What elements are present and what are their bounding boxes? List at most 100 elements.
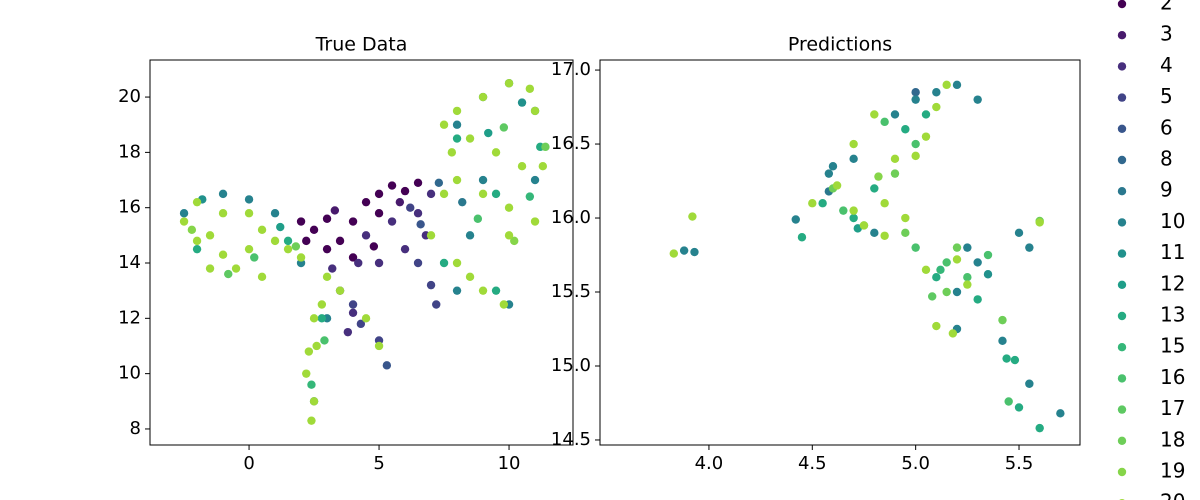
point bbox=[839, 206, 848, 215]
point bbox=[517, 98, 527, 107]
point bbox=[369, 242, 379, 251]
point bbox=[192, 244, 202, 254]
point bbox=[354, 258, 363, 268]
point bbox=[309, 225, 319, 235]
point bbox=[849, 206, 858, 215]
point bbox=[973, 258, 982, 267]
legend-label: 19 bbox=[1160, 459, 1185, 483]
y-tick-label: 10 bbox=[118, 363, 141, 384]
point bbox=[434, 178, 444, 188]
point bbox=[942, 80, 951, 90]
point bbox=[952, 255, 962, 264]
point bbox=[911, 151, 920, 161]
point bbox=[432, 300, 441, 309]
point bbox=[465, 134, 475, 143]
point bbox=[244, 244, 254, 254]
point bbox=[491, 189, 501, 199]
y-tick-label: 15.5 bbox=[551, 281, 591, 302]
point bbox=[465, 272, 475, 282]
point bbox=[192, 236, 202, 246]
y-tick-label: 8 bbox=[130, 418, 141, 439]
point bbox=[880, 199, 889, 208]
x-tick-label: 5 bbox=[373, 453, 384, 474]
point bbox=[218, 209, 228, 218]
point bbox=[361, 314, 371, 323]
axes-frame bbox=[149, 59, 574, 446]
point bbox=[374, 209, 384, 218]
y-tick-label: 14.5 bbox=[551, 429, 591, 450]
legend-marker bbox=[1117, 374, 1127, 383]
point bbox=[818, 199, 827, 208]
point bbox=[942, 258, 951, 267]
point bbox=[952, 243, 962, 252]
legend-marker bbox=[1117, 155, 1127, 165]
point bbox=[901, 213, 910, 223]
point bbox=[348, 300, 358, 309]
x-tick-label: 4.0 bbox=[695, 453, 724, 474]
point bbox=[291, 242, 301, 251]
point bbox=[382, 361, 392, 370]
point bbox=[257, 225, 267, 235]
point bbox=[963, 243, 972, 252]
legend-label: 12 bbox=[1160, 271, 1185, 295]
legend-label: 2 bbox=[1160, 0, 1173, 15]
point bbox=[296, 253, 306, 262]
point bbox=[525, 192, 535, 201]
point bbox=[791, 215, 800, 224]
legend-marker bbox=[1117, 280, 1127, 289]
point bbox=[517, 162, 527, 171]
point bbox=[465, 231, 475, 240]
point bbox=[356, 319, 366, 329]
point bbox=[283, 244, 293, 254]
point bbox=[525, 84, 535, 93]
legend-marker bbox=[1117, 0, 1127, 9]
point bbox=[452, 286, 462, 295]
point bbox=[439, 258, 449, 268]
point bbox=[302, 369, 311, 378]
legend-marker bbox=[1117, 187, 1127, 196]
point bbox=[304, 347, 314, 356]
point bbox=[808, 199, 817, 208]
point bbox=[296, 217, 306, 226]
legend-marker bbox=[1117, 124, 1127, 133]
point bbox=[478, 189, 488, 199]
point bbox=[244, 195, 254, 204]
point bbox=[348, 217, 358, 226]
point bbox=[452, 258, 462, 268]
point bbox=[400, 244, 410, 254]
point bbox=[452, 106, 462, 116]
point bbox=[1014, 403, 1024, 412]
point bbox=[320, 336, 329, 345]
point bbox=[312, 341, 321, 351]
point bbox=[936, 265, 945, 275]
legend-label: 13 bbox=[1160, 303, 1185, 327]
point bbox=[1035, 218, 1044, 227]
point bbox=[317, 300, 327, 309]
point bbox=[250, 253, 259, 262]
point bbox=[343, 327, 353, 337]
point bbox=[478, 92, 488, 102]
axes-frame bbox=[599, 59, 1081, 446]
point bbox=[484, 128, 493, 138]
legend-label: 8 bbox=[1160, 147, 1173, 171]
point bbox=[504, 231, 514, 240]
y-tick-label: 14 bbox=[118, 252, 141, 273]
point bbox=[452, 175, 462, 185]
point bbox=[205, 231, 215, 240]
point bbox=[932, 102, 941, 112]
legend-label: 15 bbox=[1160, 334, 1185, 358]
point bbox=[416, 220, 425, 229]
point bbox=[458, 197, 467, 207]
legend-marker bbox=[1117, 31, 1127, 40]
legend-marker bbox=[1117, 62, 1127, 71]
point bbox=[948, 329, 958, 338]
point bbox=[452, 120, 462, 129]
point bbox=[1014, 228, 1024, 238]
point bbox=[374, 189, 384, 199]
point bbox=[874, 172, 883, 181]
point bbox=[998, 336, 1007, 346]
x-tick-label: 5.5 bbox=[1005, 453, 1034, 474]
point bbox=[963, 280, 972, 289]
point bbox=[179, 217, 189, 226]
